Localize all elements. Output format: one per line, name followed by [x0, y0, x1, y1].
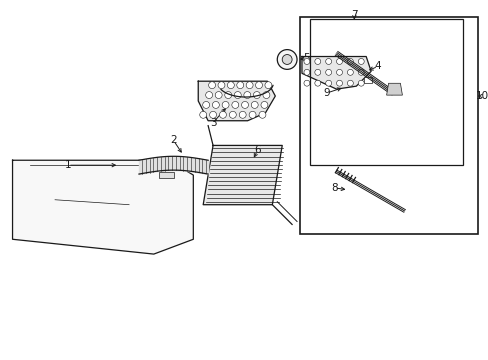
- Circle shape: [245, 82, 253, 89]
- Text: 1: 1: [64, 160, 71, 170]
- Circle shape: [358, 58, 364, 64]
- Text: 10: 10: [475, 91, 488, 101]
- Text: 4: 4: [374, 62, 381, 71]
- Circle shape: [314, 58, 320, 64]
- Text: 9: 9: [323, 88, 329, 98]
- Circle shape: [218, 82, 224, 89]
- Circle shape: [314, 80, 320, 86]
- Circle shape: [261, 102, 267, 108]
- Circle shape: [234, 91, 241, 99]
- Circle shape: [304, 69, 309, 75]
- Circle shape: [231, 102, 238, 108]
- Circle shape: [219, 111, 226, 118]
- Circle shape: [236, 82, 243, 89]
- Polygon shape: [198, 81, 275, 121]
- Circle shape: [325, 58, 331, 64]
- Circle shape: [263, 91, 269, 99]
- Polygon shape: [203, 145, 282, 205]
- Circle shape: [212, 102, 219, 108]
- Circle shape: [325, 69, 331, 75]
- Circle shape: [244, 91, 250, 99]
- Circle shape: [253, 91, 260, 99]
- Circle shape: [346, 58, 353, 64]
- Polygon shape: [386, 83, 402, 95]
- Polygon shape: [364, 77, 371, 83]
- Circle shape: [208, 82, 215, 89]
- Circle shape: [346, 69, 353, 75]
- Circle shape: [227, 82, 234, 89]
- Circle shape: [336, 58, 342, 64]
- Circle shape: [209, 111, 216, 118]
- Polygon shape: [13, 160, 193, 254]
- Circle shape: [215, 91, 222, 99]
- Circle shape: [336, 69, 342, 75]
- Circle shape: [251, 102, 258, 108]
- Text: 5: 5: [303, 54, 309, 63]
- Circle shape: [282, 55, 291, 64]
- Circle shape: [255, 82, 262, 89]
- Circle shape: [224, 91, 231, 99]
- Circle shape: [239, 111, 245, 118]
- Text: 2: 2: [170, 135, 177, 145]
- Circle shape: [229, 111, 236, 118]
- Circle shape: [199, 111, 206, 118]
- Bar: [309, 19, 462, 165]
- Text: 8: 8: [330, 183, 337, 193]
- Circle shape: [304, 80, 309, 86]
- Circle shape: [358, 80, 364, 86]
- Circle shape: [203, 102, 209, 108]
- Polygon shape: [302, 57, 370, 89]
- Circle shape: [205, 91, 212, 99]
- Circle shape: [277, 50, 296, 69]
- Circle shape: [259, 111, 265, 118]
- Polygon shape: [159, 172, 173, 178]
- Text: 3: 3: [209, 118, 216, 128]
- Text: 6: 6: [254, 145, 260, 156]
- Text: 7: 7: [350, 10, 357, 20]
- Circle shape: [314, 69, 320, 75]
- Bar: [300, 17, 477, 234]
- Circle shape: [358, 69, 364, 75]
- Circle shape: [325, 80, 331, 86]
- Circle shape: [222, 102, 228, 108]
- Circle shape: [241, 102, 248, 108]
- Circle shape: [336, 80, 342, 86]
- Circle shape: [264, 82, 271, 89]
- Circle shape: [248, 111, 256, 118]
- Circle shape: [304, 58, 309, 64]
- Circle shape: [346, 80, 353, 86]
